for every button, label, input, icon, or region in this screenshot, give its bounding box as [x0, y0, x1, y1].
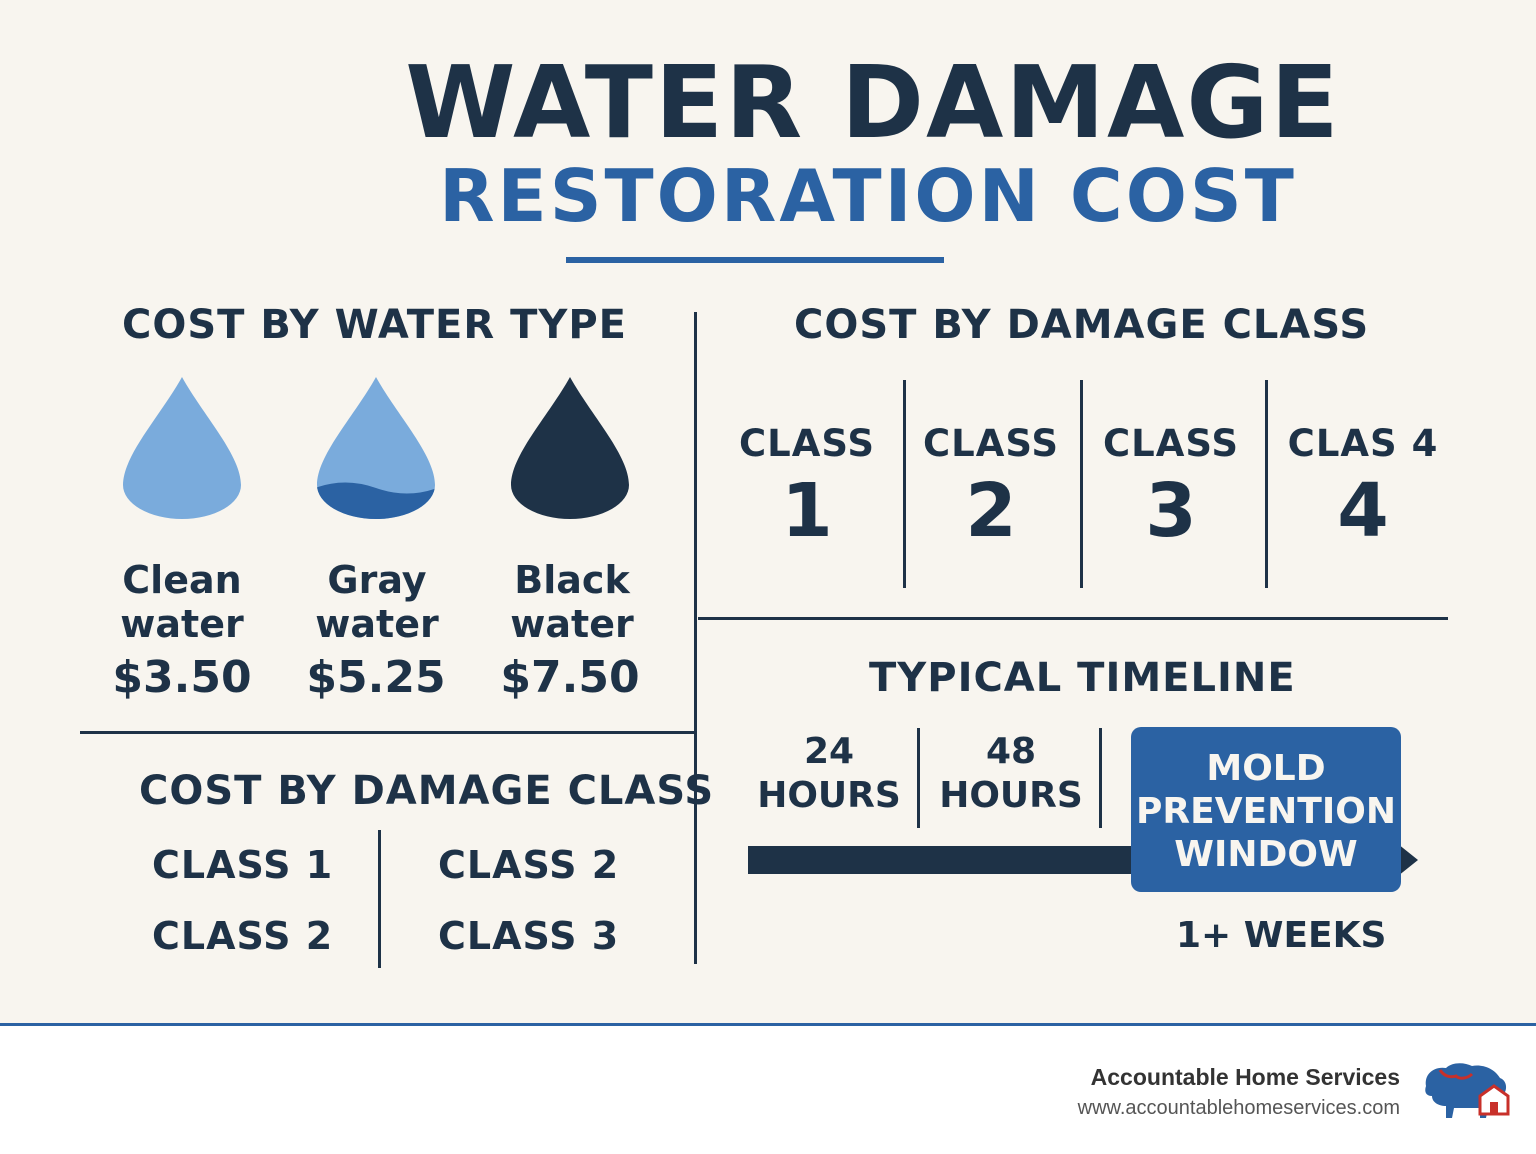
bottom-class-right-1: CLASS 2 [438, 843, 620, 887]
title-line-1: WATER DAMAGE [405, 44, 1341, 161]
class-divider-1 [903, 380, 906, 588]
class-4-number: 4 [1337, 468, 1389, 554]
class-divider-3 [1265, 380, 1268, 588]
brand-name: Accountable Home Services [1090, 1064, 1400, 1090]
mold-prevention-window-box: MOLD PREVENTION WINDOW [1131, 727, 1401, 892]
timeline-heading: TYPICAL TIMELINE [869, 655, 1296, 701]
class-2-label: CLASS [923, 422, 1059, 465]
bottom-class-divider [378, 830, 381, 968]
class-4-label: CLAS 4 [1287, 422, 1439, 465]
damage-class-heading-bottom: COST BY DAMAGE CLASS [139, 768, 715, 814]
brand-url[interactable]: www.accountablehomeservices.com [1077, 1097, 1400, 1119]
black-water-label: Black water [510, 558, 634, 646]
black-water-price: $7.50 [500, 652, 640, 703]
timeline-step-24-hours: 24 HOURS [757, 731, 901, 816]
right-horizontal-divider [698, 617, 1448, 620]
timeline-step-48-hours: 48 HOURS [939, 731, 1083, 816]
bottom-class-left-1: CLASS 1 [152, 843, 334, 887]
timeline-arrow-icon [1398, 844, 1418, 876]
class-2-number: 2 [965, 468, 1017, 554]
timeline-bar [748, 846, 1148, 874]
gray-water-price: $5.25 [306, 652, 446, 703]
clean-water-label: Clean water [120, 558, 244, 646]
clean-water-price: $3.50 [112, 652, 252, 703]
damage-class-heading-top: COST BY DAMAGE CLASS [794, 302, 1370, 348]
bottom-class-left-2: CLASS 2 [152, 914, 334, 958]
timeline-end-label: 1+ WEEKS [1176, 915, 1387, 956]
title-line-2: RESTORATION COST [439, 154, 1297, 238]
title-underline [566, 257, 944, 263]
clean-water-drop-icon [123, 377, 241, 519]
gray-water-label: Gray water [315, 558, 439, 646]
gray-water-drop-icon [317, 377, 435, 519]
class-3-label: CLASS [1103, 422, 1239, 465]
class-divider-2 [1080, 380, 1083, 588]
black-water-drop-icon [511, 377, 629, 519]
class-3-number: 3 [1145, 468, 1197, 554]
main-vertical-divider [694, 312, 697, 964]
class-1-number: 1 [781, 468, 833, 554]
timeline-divider-2 [1099, 728, 1102, 828]
water-type-heading: COST BY WATER TYPE [122, 302, 627, 348]
footer-rule [0, 1023, 1536, 1026]
timeline-divider-1 [917, 728, 920, 828]
class-1-label: CLASS [739, 422, 875, 465]
bottom-class-right-2: CLASS 3 [438, 914, 620, 958]
footer [0, 1026, 1536, 1154]
bison-house-logo-icon [1425, 1063, 1510, 1118]
left-horizontal-divider [80, 731, 696, 734]
